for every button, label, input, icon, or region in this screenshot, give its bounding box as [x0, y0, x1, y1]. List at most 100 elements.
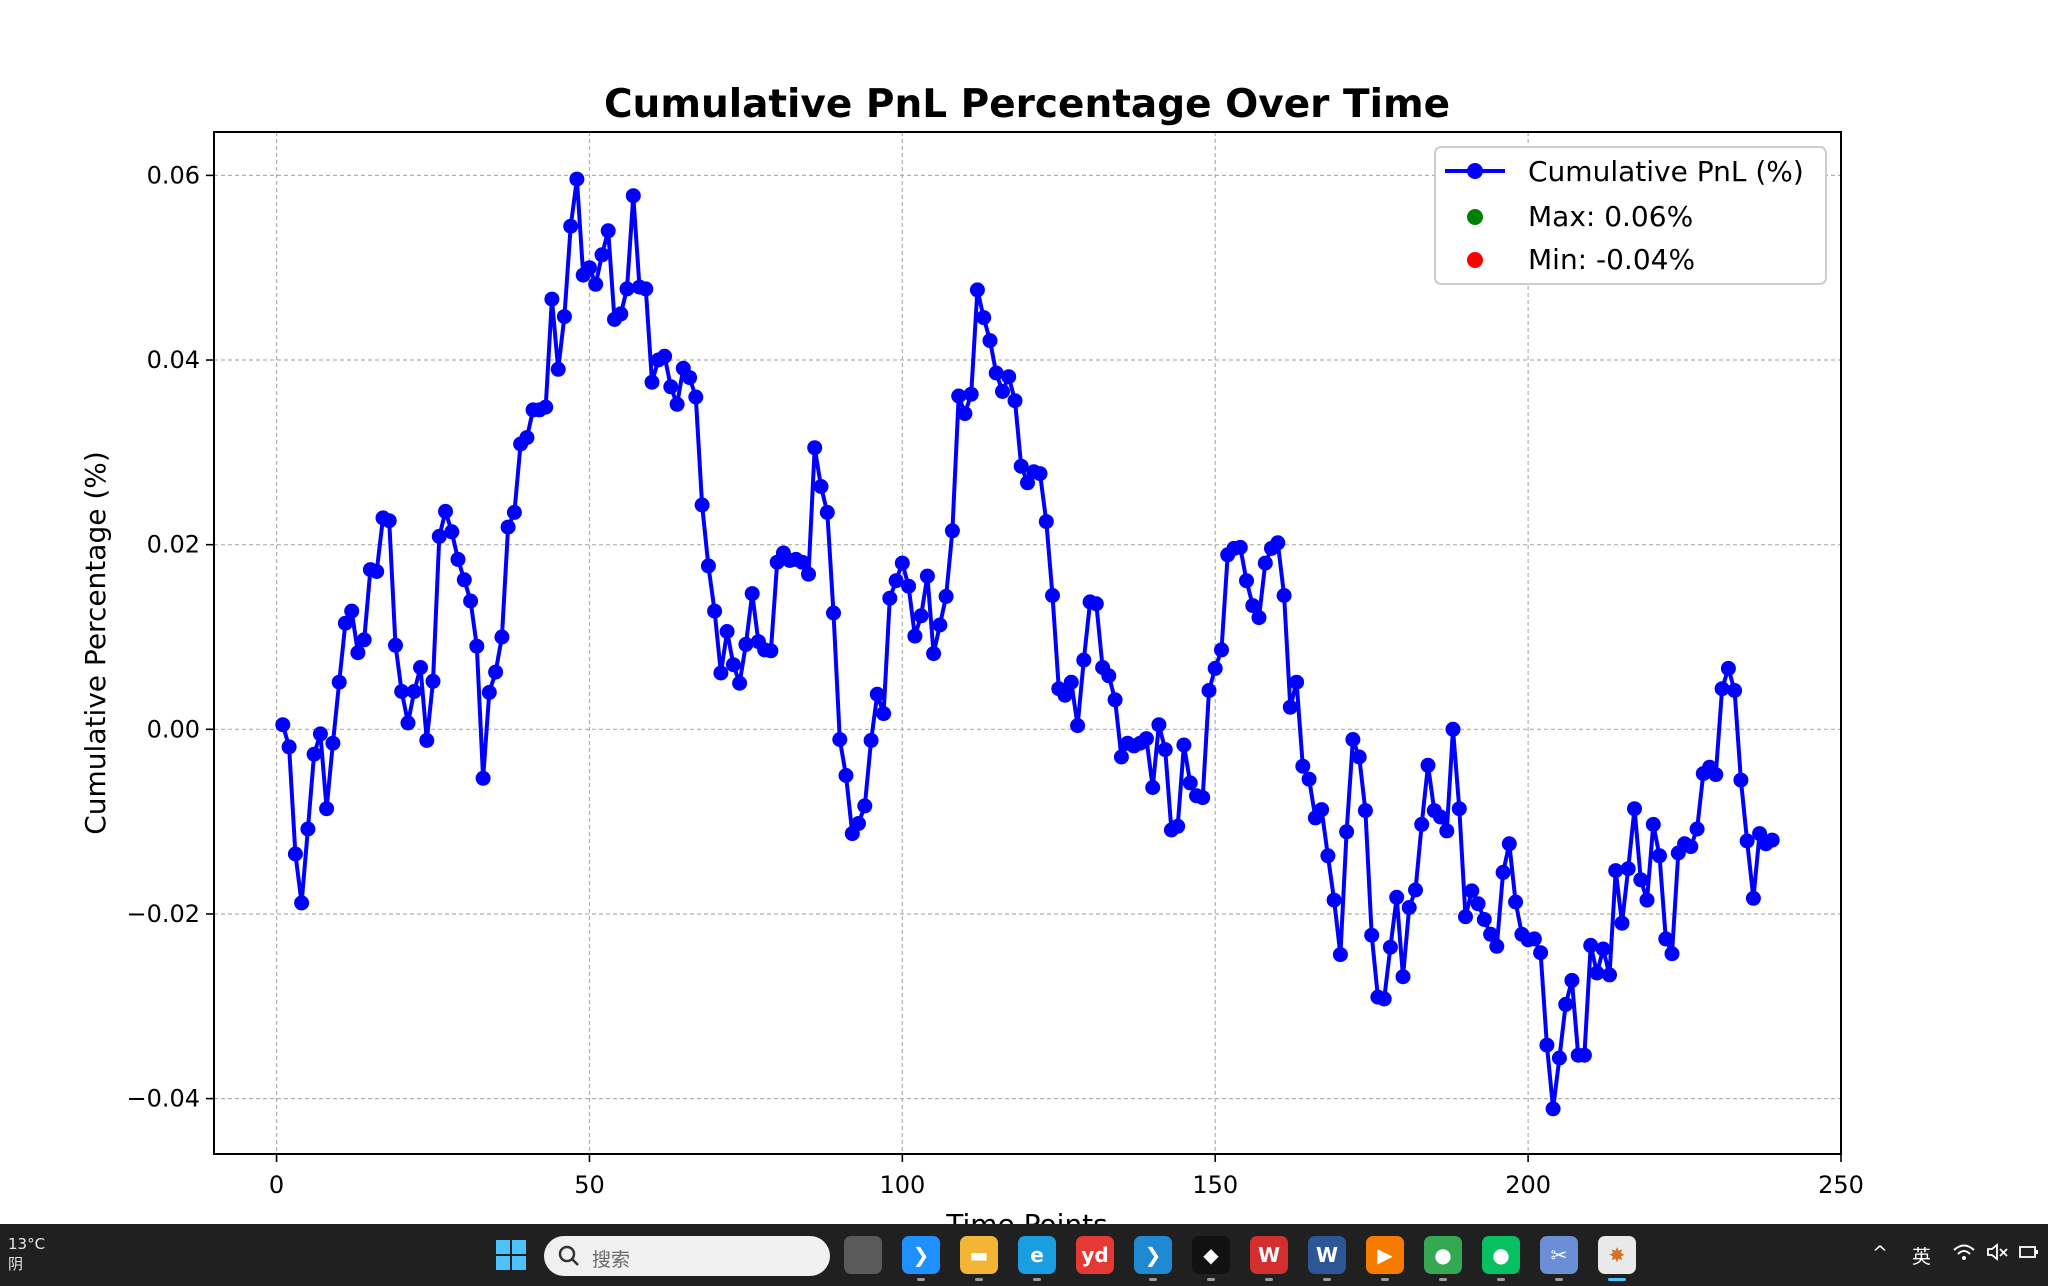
data-point	[1501, 836, 1517, 852]
data-point	[1151, 717, 1167, 733]
data-point	[1639, 892, 1655, 908]
data-point	[544, 291, 560, 307]
legend-min-marker	[1467, 252, 1483, 268]
data-point	[1357, 803, 1373, 819]
start-button[interactable]	[492, 1236, 530, 1274]
data-point	[538, 399, 554, 415]
data-point	[919, 568, 935, 584]
data-point	[1745, 890, 1761, 906]
data-point	[1476, 912, 1492, 927]
data-point	[1526, 931, 1542, 947]
data-point	[969, 282, 985, 298]
data-point	[794, 554, 810, 570]
taskbar: 13°C 阴 搜索 ❯ ▬ e yd ❯ ◆ W W ▶ ● ● ✂ ✸ ^ 英	[0, 1224, 2048, 1286]
data-point	[287, 846, 303, 862]
data-point	[1201, 683, 1217, 698]
data-point	[1088, 596, 1104, 612]
data-point	[1232, 539, 1248, 555]
wifi-icon[interactable]	[1952, 1242, 1976, 1267]
app-running-indicator	[1381, 1278, 1389, 1281]
data-point	[1439, 823, 1455, 839]
data-point	[1364, 927, 1380, 943]
data-point	[1583, 937, 1599, 953]
legend-label-series: Cumulative PnL (%)	[1528, 155, 1804, 188]
data-point	[594, 247, 610, 263]
chrome-icon[interactable]: ●	[1424, 1236, 1462, 1274]
data-point	[995, 383, 1010, 399]
data-point	[394, 684, 410, 699]
youdao-icon[interactable]: yd	[1076, 1236, 1114, 1274]
wechat-icon[interactable]: ●	[1482, 1236, 1520, 1274]
data-point	[1113, 749, 1129, 765]
data-point	[1539, 1037, 1555, 1053]
data-point	[801, 566, 816, 582]
app-running-indicator	[1033, 1278, 1041, 1281]
data-point	[488, 664, 504, 680]
data-point	[1545, 1101, 1561, 1117]
word-icon[interactable]: W	[1308, 1236, 1346, 1274]
data-point	[725, 657, 741, 673]
data-point	[1045, 588, 1060, 603]
python-app-icon[interactable]: ✸	[1598, 1236, 1636, 1274]
data-point	[1608, 863, 1624, 879]
grid-lines	[214, 132, 1842, 1154]
data-point	[926, 646, 942, 662]
data-point	[1595, 941, 1611, 957]
task-view-icon[interactable]	[844, 1236, 882, 1274]
data-point	[1020, 475, 1035, 491]
data-point	[588, 276, 604, 292]
data-point	[738, 636, 754, 652]
ime-indicator[interactable]: 英	[1912, 1246, 1932, 1268]
data-point	[1720, 660, 1736, 676]
data-point	[1633, 872, 1649, 888]
vscode-icon[interactable]: ❯	[1134, 1236, 1172, 1274]
data-point	[306, 746, 322, 762]
app-black-icon[interactable]: ◆	[1192, 1236, 1230, 1274]
edge-icon[interactable]: e	[1018, 1236, 1056, 1274]
legend-label-max: Max: 0.06%	[1528, 200, 1693, 233]
data-point	[888, 573, 904, 589]
app-running-indicator	[1265, 1278, 1273, 1281]
data-point	[450, 551, 466, 567]
wps-icon[interactable]: W	[1250, 1236, 1288, 1274]
x-ticks: 0 50 100 150 200 250	[269, 1154, 1864, 1199]
data-point	[344, 603, 360, 619]
data-point	[944, 523, 960, 539]
data-point	[1708, 767, 1724, 783]
data-point	[688, 389, 704, 405]
y-tick-label: 0.00	[147, 715, 200, 743]
data-point	[419, 732, 435, 748]
snipping-tool-icon[interactable]: ✂	[1540, 1236, 1578, 1274]
data-point	[744, 586, 760, 602]
speaker-muted-icon[interactable]	[1986, 1242, 2010, 1267]
app-running-indicator	[917, 1278, 925, 1281]
data-point	[663, 379, 679, 395]
data-point	[494, 629, 510, 645]
data-point	[312, 726, 328, 742]
taskbar-search-box[interactable]: 搜索	[544, 1236, 830, 1276]
x-tick-label: 150	[1192, 1171, 1238, 1199]
data-point	[1576, 1047, 1592, 1063]
feishu-icon[interactable]: ❯	[902, 1236, 940, 1274]
data-point	[1620, 861, 1636, 877]
data-point	[550, 361, 566, 377]
data-point	[1589, 965, 1605, 981]
app-orange-icon[interactable]: ▶	[1366, 1236, 1404, 1274]
file-explorer-icon[interactable]: ▬	[960, 1236, 998, 1274]
tray-overflow-chevron-icon[interactable]: ^	[1872, 1242, 1888, 1264]
battery-icon[interactable]	[2018, 1242, 2040, 1267]
data-point	[913, 608, 929, 624]
x-tick-label: 0	[269, 1171, 284, 1199]
x-axis-label: Time Points	[945, 1208, 1108, 1224]
data-point	[469, 638, 485, 654]
data-point	[1157, 742, 1173, 758]
data-point	[1057, 687, 1073, 703]
data-point	[506, 504, 522, 520]
app-running-indicator	[1439, 1278, 1447, 1281]
data-point	[1558, 996, 1574, 1012]
weather-widget[interactable]: 13°C 阴	[8, 1234, 45, 1274]
series-line	[280, 177, 1774, 1111]
app-running-indicator	[975, 1278, 983, 1281]
data-point	[1508, 894, 1524, 910]
data-point	[1664, 946, 1680, 962]
